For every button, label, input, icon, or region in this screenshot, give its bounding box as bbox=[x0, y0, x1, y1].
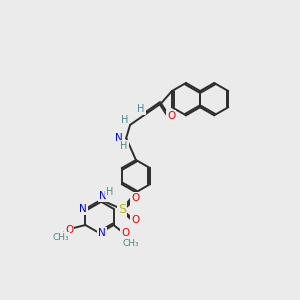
Text: H: H bbox=[106, 187, 113, 196]
Text: O: O bbox=[131, 215, 139, 225]
Text: O: O bbox=[131, 194, 139, 203]
Text: O: O bbox=[65, 225, 73, 235]
Text: H: H bbox=[137, 104, 145, 114]
Text: S: S bbox=[118, 203, 126, 216]
Text: N: N bbox=[99, 191, 106, 201]
Text: N: N bbox=[79, 204, 87, 214]
Text: N: N bbox=[115, 133, 122, 143]
Text: N: N bbox=[98, 228, 106, 238]
Text: O: O bbox=[121, 228, 129, 238]
Text: H: H bbox=[120, 141, 128, 151]
Text: O: O bbox=[167, 112, 175, 122]
Text: CH₃: CH₃ bbox=[52, 233, 69, 242]
Text: CH₃: CH₃ bbox=[122, 239, 139, 248]
Text: H: H bbox=[121, 115, 128, 124]
